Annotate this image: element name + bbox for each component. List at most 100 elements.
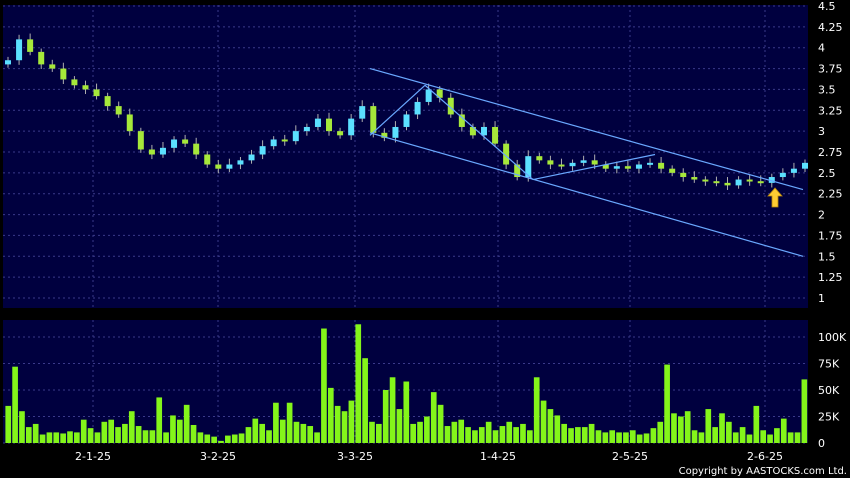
volume-bar: [520, 423, 526, 443]
candle-body: [691, 177, 698, 180]
volume-bar: [540, 400, 547, 443]
volume-bar: [101, 421, 108, 443]
candle-body: [503, 143, 510, 165]
volume-bar: [376, 423, 382, 443]
price-tick-label: 2.75: [818, 146, 843, 159]
volume-bar: [163, 432, 169, 443]
candle-body: [237, 160, 244, 165]
volume-bar: [547, 409, 554, 443]
volume-bar: [12, 366, 18, 443]
candle-body: [370, 106, 377, 133]
candle-body: [713, 181, 720, 184]
volume-bar: [677, 416, 684, 443]
volume-bar: [321, 328, 327, 443]
volume-bar: [307, 426, 314, 443]
volume-bar: [252, 418, 259, 443]
volume-bar: [355, 324, 362, 443]
candle-body: [680, 172, 687, 178]
volume-bar: [581, 427, 588, 443]
candle-body: [757, 181, 764, 184]
volume-bar: [245, 427, 252, 443]
candle-body: [525, 156, 532, 178]
volume-bar: [74, 432, 80, 443]
volume-bar: [293, 421, 300, 443]
candle-body: [735, 179, 742, 186]
volume-bar: [128, 411, 135, 443]
volume-bar: [135, 426, 142, 443]
candle-body: [226, 164, 233, 169]
candle-body: [314, 118, 321, 127]
candle-body: [447, 97, 454, 115]
candle-body: [16, 39, 23, 61]
price-tick-label: 3: [818, 125, 825, 138]
volume-bar: [334, 405, 341, 443]
volume-bar: [19, 411, 25, 443]
volume-bar: [780, 418, 787, 443]
volume-bar: [156, 397, 163, 443]
volume-bar: [664, 364, 670, 443]
candle-body: [558, 164, 565, 167]
candle-body: [204, 154, 211, 165]
trend-lines: [369, 67, 804, 257]
candle-body: [93, 89, 100, 97]
volume-bar: [513, 427, 519, 443]
candle-body: [591, 160, 598, 165]
volume-bar: [595, 430, 602, 443]
date-tick-label: 2-1-25: [75, 450, 111, 463]
volume-bar: [774, 428, 780, 443]
volume-bar: [25, 427, 32, 443]
volume-bar: [170, 415, 176, 443]
candle-body: [602, 164, 609, 169]
volume-bar: [300, 423, 307, 443]
candle-body: [569, 162, 576, 167]
price-tick-label: 4.5: [818, 0, 836, 13]
price-tick-label: 1.25: [818, 271, 843, 284]
date-tick-label: 3-3-25: [337, 450, 373, 463]
candle-body: [82, 85, 89, 90]
volume-bar: [616, 432, 622, 443]
volume-bar: [533, 377, 540, 443]
breakout-arrow-icon: [767, 187, 783, 208]
candle-body: [746, 179, 753, 182]
candle-body: [790, 168, 797, 173]
candle-body: [580, 160, 587, 163]
volume-bar: [657, 421, 664, 443]
volume-bar: [746, 434, 753, 443]
trend-line: [369, 67, 804, 191]
volume-bar: [60, 433, 66, 443]
volume-bar: [122, 423, 128, 443]
volume-bar: [794, 432, 801, 443]
volume-bar: [273, 402, 279, 443]
candle-body: [359, 106, 366, 119]
candle-body: [492, 126, 499, 144]
volume-bar: [286, 402, 293, 443]
volume-bar: [115, 427, 121, 443]
volume-bar: [53, 432, 60, 443]
candle-body: [724, 182, 731, 186]
candle-body: [303, 126, 310, 132]
price-tick-label: 1.5: [818, 250, 836, 263]
price-tick-label: 3.5: [818, 83, 836, 96]
candle-body: [624, 166, 631, 169]
volume-bar: [726, 421, 732, 443]
candle-body: [148, 149, 155, 155]
volume-bar: [225, 435, 231, 443]
volume-bar: [231, 434, 238, 443]
candle-body: [27, 39, 34, 52]
volume-bar: [568, 428, 574, 443]
volume-bar: [218, 440, 224, 443]
candle-body: [326, 118, 333, 132]
volume-bar: [348, 400, 355, 443]
volume-bar: [705, 409, 712, 443]
candle-body: [159, 147, 166, 155]
volume-bar: [327, 387, 334, 443]
volume-bar: [753, 405, 760, 443]
price-candles: [5, 33, 808, 190]
volume-bar: [410, 423, 416, 443]
volume-bar: [424, 416, 430, 443]
candle-body: [5, 60, 11, 65]
volume-bar: [183, 404, 190, 443]
date-tick-label: 3-2-25: [200, 450, 236, 463]
volume-bar: [142, 430, 149, 443]
candle-body: [137, 131, 144, 150]
